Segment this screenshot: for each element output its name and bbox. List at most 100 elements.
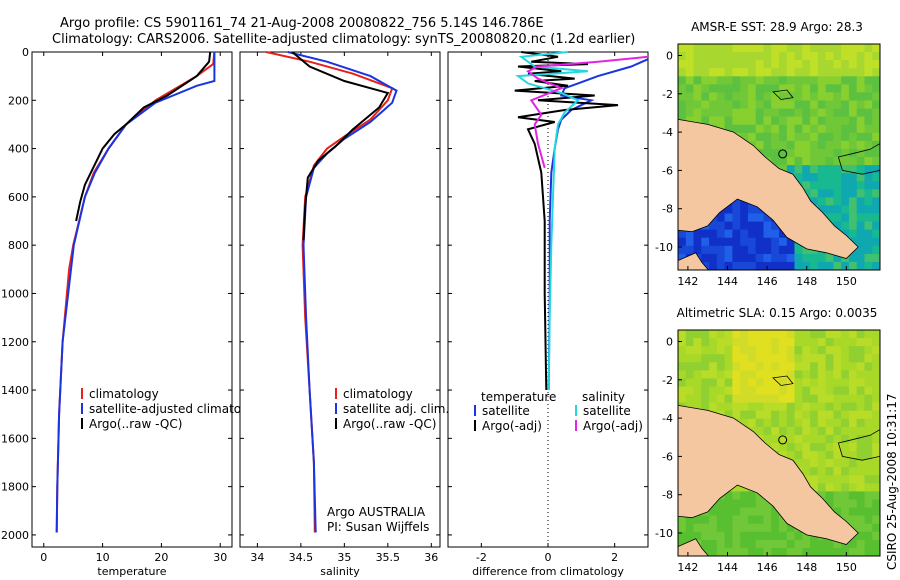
map-cell <box>763 547 772 556</box>
map-cell <box>747 132 757 142</box>
map-cell <box>771 378 780 388</box>
map-cell <box>771 100 780 110</box>
map-cell <box>771 354 780 363</box>
map-cell <box>716 221 726 231</box>
map-cell <box>841 108 850 118</box>
map-cell <box>833 330 842 339</box>
map-x-tick-label: 148 <box>796 561 817 574</box>
map-cell <box>685 354 695 363</box>
map-cell <box>701 515 710 525</box>
map-cell <box>763 346 772 355</box>
map-cell <box>786 402 796 412</box>
map-cell <box>732 108 741 118</box>
map-cell <box>678 100 687 110</box>
map-cell <box>747 68 757 77</box>
map-cell <box>856 189 866 198</box>
map-cell <box>747 229 757 239</box>
map-cell <box>740 132 749 142</box>
map-cell <box>833 386 842 396</box>
map-cell <box>794 165 803 174</box>
map-cell <box>864 491 873 501</box>
map-cell <box>747 44 757 53</box>
map-cell <box>856 394 866 404</box>
map-cell <box>709 261 718 270</box>
plot-frame <box>31 51 233 548</box>
x-tick-label: 34 <box>250 551 264 564</box>
map-cell <box>817 418 827 428</box>
map-cell <box>825 354 834 363</box>
map-cell <box>678 92 687 102</box>
map-cell <box>779 354 788 363</box>
map-cell <box>802 443 811 452</box>
map-cell <box>779 124 788 134</box>
map-cell <box>848 116 858 126</box>
map-cell <box>779 100 788 110</box>
map-cell <box>755 531 765 541</box>
map-cell <box>802 44 811 53</box>
map-cell <box>693 354 702 363</box>
map-x-tick-label: 150 <box>836 275 857 288</box>
map-cell <box>872 237 880 247</box>
map-cell <box>848 205 858 215</box>
map-cell <box>755 68 765 77</box>
map-y-tick-label: 0 <box>666 335 673 348</box>
map-cell <box>678 346 687 355</box>
map-cell <box>732 354 741 363</box>
map-cell <box>856 507 866 517</box>
map-cell <box>685 44 695 53</box>
map-cell <box>771 410 780 420</box>
map-cell <box>794 354 803 363</box>
map-cell <box>693 370 702 380</box>
map-cell <box>841 205 850 215</box>
map-cell <box>779 92 788 102</box>
map-cell <box>833 261 842 270</box>
map-cell <box>841 515 850 525</box>
map-cell <box>872 531 880 541</box>
map-cell <box>825 92 834 102</box>
map-cell <box>817 100 827 110</box>
map-cell <box>802 68 811 77</box>
map-cell <box>794 402 803 412</box>
map-cell <box>872 539 880 549</box>
map-cell <box>864 140 873 150</box>
map-cell <box>701 52 710 61</box>
map-cell <box>755 221 765 231</box>
map-cell <box>771 547 780 556</box>
map-cell <box>747 515 757 525</box>
map-cell <box>755 100 765 110</box>
map-cell <box>833 426 842 436</box>
map-cell <box>701 338 710 347</box>
map-cell <box>724 124 733 134</box>
map-cell <box>856 330 866 339</box>
map-cell <box>864 434 873 444</box>
map-cell <box>841 197 850 207</box>
map-cell <box>755 515 765 525</box>
map-cell <box>716 346 726 355</box>
map-cell <box>825 60 834 69</box>
map-cell <box>856 418 866 428</box>
map-cell <box>848 539 858 549</box>
map-cell <box>848 92 858 102</box>
map-cell <box>802 157 811 166</box>
map-x-tick-label: 146 <box>757 275 778 288</box>
map-cell <box>825 346 834 355</box>
map-cell <box>864 499 873 509</box>
map-cell <box>740 330 749 339</box>
map-cell <box>740 418 749 428</box>
map-cell <box>771 338 780 347</box>
map-cell <box>817 124 827 134</box>
map-cell <box>747 370 757 380</box>
x-tick-label: -2 <box>476 551 487 564</box>
map-cell <box>856 467 866 476</box>
y-tick-label: 400 <box>8 143 29 156</box>
map-cell <box>693 378 702 388</box>
map-cell <box>740 515 749 525</box>
map-cell <box>802 140 811 150</box>
map-cell <box>763 354 772 363</box>
annotation-line: Argo AUSTRALIA <box>327 505 426 519</box>
map-cell <box>872 378 880 388</box>
map-cell <box>724 245 733 255</box>
map-cell <box>825 539 834 549</box>
map-cell <box>864 44 873 53</box>
map-cell <box>848 330 858 339</box>
